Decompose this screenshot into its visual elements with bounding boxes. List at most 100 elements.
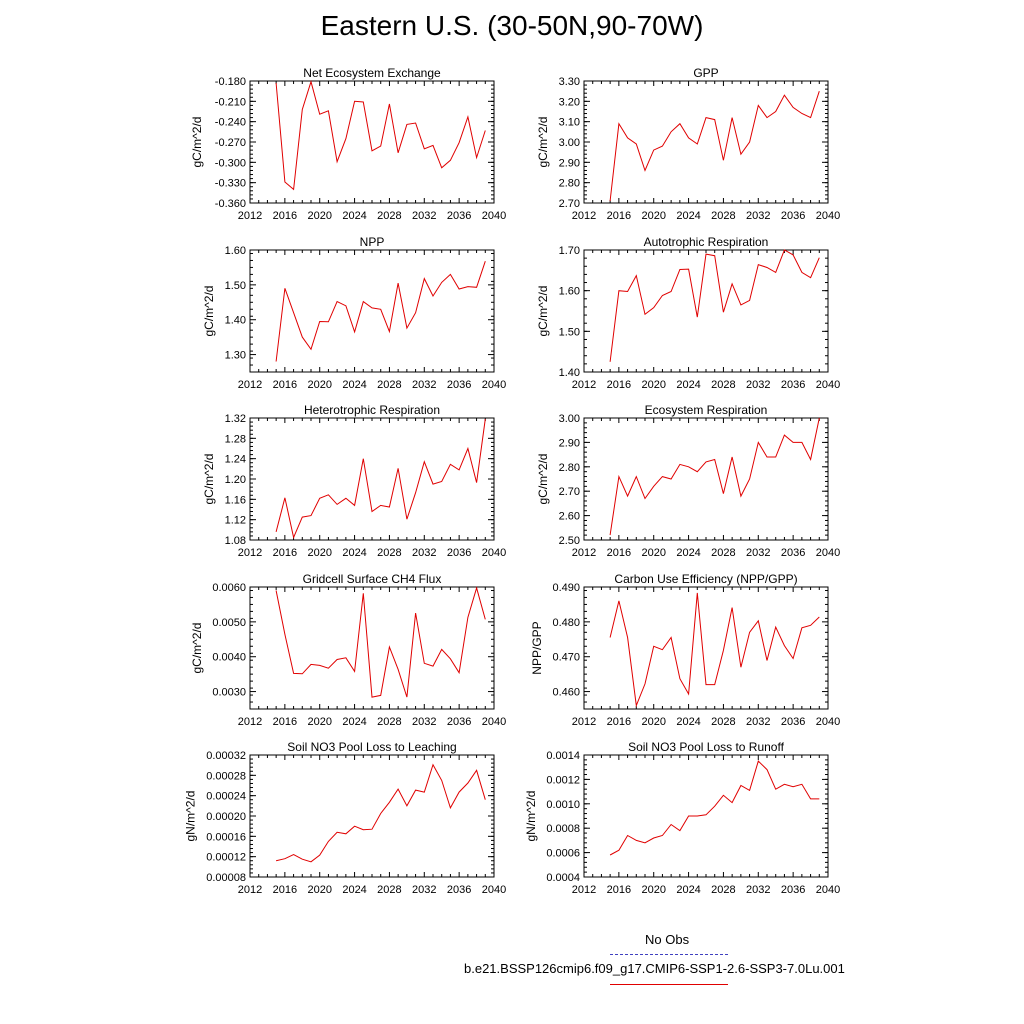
x-tick-label: 2040 — [482, 210, 506, 222]
panel-title: Soil NO3 Pool Loss to Runoff — [628, 740, 785, 754]
y-axis-label: gC/m^2/d — [190, 623, 204, 674]
x-tick-label: 2028 — [377, 379, 401, 391]
chart-panel-4: Autotrophic Respiration 2012 2016 2020 2024 2… — [536, 235, 840, 391]
x-tick-label: 2032 — [412, 379, 436, 391]
panel-title: GPP — [693, 66, 718, 80]
y-tick-label: 2.60 — [559, 511, 580, 523]
plot-frame — [583, 586, 829, 710]
y-tick-label: -0.240 — [215, 117, 246, 129]
x-tick-label: 2040 — [482, 716, 506, 728]
x-tick-label: 2036 — [447, 884, 471, 896]
y-tick-label: -0.300 — [215, 157, 246, 169]
x-tick-label: 2024 — [342, 547, 366, 559]
y-axis-label: gN/m^2/d — [184, 791, 198, 842]
chart-panel-5: Heterotrophic Respiration 2012 2016 2020 202… — [202, 403, 506, 559]
chart-panel-10: Soil NO3 Pool Loss to Runoff 2012 2016 2020… — [524, 740, 840, 896]
x-tick-label: 2016 — [607, 379, 631, 391]
y-tick-label: -0.210 — [215, 96, 246, 108]
chart-panel-3: NPP 2012 2016 2020 2024 2028 2032 2036 2040 1.60 1… — [202, 235, 506, 391]
y-tick-label: 2.90 — [559, 437, 580, 449]
plot-frame — [249, 754, 495, 878]
x-tick-label: 2028 — [711, 210, 735, 222]
panel-title: Net Ecosystem Exchange — [303, 66, 441, 80]
x-tick-label: 2032 — [412, 547, 436, 559]
x-tick-label: 2020 — [641, 716, 665, 728]
y-axis-label: gC/m^2/d — [190, 117, 204, 168]
x-tick-label: 2036 — [781, 210, 805, 222]
x-tick-label: 2024 — [676, 884, 700, 896]
plot-frame — [583, 754, 829, 878]
x-tick-label: 2040 — [816, 716, 840, 728]
x-tick-label: 2012 — [572, 547, 596, 559]
y-tick-label: 0.0010 — [546, 799, 580, 811]
y-axis-label: gC/m^2/d — [202, 286, 216, 337]
y-tick-label: 2.50 — [559, 535, 580, 547]
y-axis-label: gC/m^2/d — [536, 454, 550, 505]
series-line — [609, 417, 820, 536]
x-tick-label: 2024 — [342, 379, 366, 391]
panel-title: Heterotrophic Respiration — [304, 403, 440, 417]
plot-frame — [583, 417, 829, 541]
x-tick-label: 2028 — [711, 884, 735, 896]
y-axis-label: gC/m^2/d — [202, 454, 216, 505]
x-tick-label: 2028 — [377, 210, 401, 222]
x-tick-label: 2020 — [641, 884, 665, 896]
y-tick-label: 0.0040 — [212, 652, 246, 664]
x-tick-label: 2036 — [781, 884, 805, 896]
legend-obs-line — [610, 954, 728, 955]
y-tick-label: -0.330 — [215, 178, 246, 190]
y-tick-label: 0.0004 — [546, 872, 580, 884]
y-tick-label: 0.470 — [552, 652, 580, 664]
x-tick-label: 2036 — [781, 379, 805, 391]
x-tick-label: 2032 — [746, 547, 770, 559]
x-tick-label: 2040 — [816, 547, 840, 559]
y-tick-label: 2.80 — [559, 178, 580, 190]
x-tick-label: 2024 — [342, 716, 366, 728]
x-tick-label: 2032 — [412, 210, 436, 222]
x-tick-label: 2040 — [816, 210, 840, 222]
y-tick-label: 1.32 — [225, 413, 246, 425]
y-tick-label: 1.28 — [225, 433, 246, 445]
x-tick-label: 2020 — [641, 210, 665, 222]
chart-panel-1: Net Ecosystem Exchange 2012 2016 2020 2024 20… — [190, 66, 506, 222]
legend-model-line — [610, 984, 728, 985]
y-tick-label: 0.00012 — [206, 852, 246, 864]
x-tick-label: 2020 — [307, 210, 331, 222]
y-tick-label: 3.30 — [559, 76, 580, 88]
y-tick-label: 0.00020 — [206, 811, 246, 823]
y-tick-label: 3.10 — [559, 117, 580, 129]
y-tick-label: 1.60 — [559, 286, 580, 298]
series-line — [609, 592, 820, 708]
y-tick-label: 0.480 — [552, 617, 580, 629]
x-tick-label: 2016 — [273, 379, 297, 391]
x-tick-label: 2016 — [273, 716, 297, 728]
x-tick-label: 2024 — [342, 884, 366, 896]
x-tick-label: 2028 — [377, 716, 401, 728]
chart-panel-8: Carbon Use Efficiency (NPP/GPP) 2012 2016 2… — [530, 572, 840, 728]
x-tick-label: 2036 — [447, 716, 471, 728]
x-tick-label: 2040 — [482, 547, 506, 559]
x-tick-label: 2016 — [607, 884, 631, 896]
x-tick-label: 2032 — [412, 884, 436, 896]
panel-title: Gridcell Surface CH4 Flux — [303, 572, 442, 586]
y-tick-label: 0.00032 — [206, 750, 246, 762]
x-tick-label: 2032 — [412, 716, 436, 728]
series-line — [275, 586, 486, 698]
legend-obs-label: No Obs — [645, 932, 690, 947]
x-tick-label: 2024 — [676, 210, 700, 222]
x-tick-label: 2036 — [781, 547, 805, 559]
y-axis-label: gN/m^2/d — [524, 791, 538, 842]
y-tick-label: -0.360 — [215, 198, 246, 210]
plot-frame — [249, 80, 495, 204]
plot-frame — [583, 249, 829, 373]
x-tick-label: 2024 — [676, 716, 700, 728]
x-tick-label: 2028 — [377, 547, 401, 559]
x-tick-label: 2020 — [641, 379, 665, 391]
y-tick-label: 1.20 — [225, 474, 246, 486]
y-tick-label: 0.460 — [552, 687, 580, 699]
y-tick-label: 1.16 — [225, 494, 246, 506]
plot-frame — [249, 249, 495, 373]
x-tick-label: 2040 — [482, 379, 506, 391]
x-tick-label: 2012 — [238, 210, 262, 222]
x-tick-label: 2012 — [238, 547, 262, 559]
